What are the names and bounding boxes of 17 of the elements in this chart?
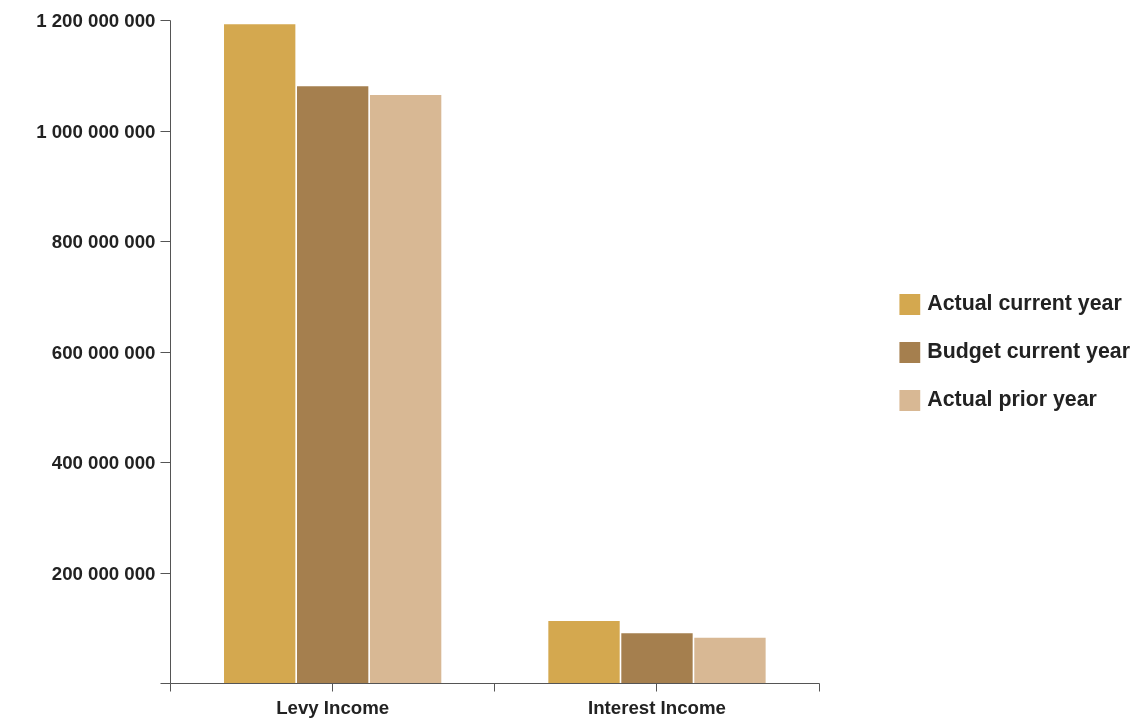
bar	[296, 86, 369, 684]
y-tick-label: 800 000 000	[51, 231, 156, 252]
bar	[224, 24, 296, 684]
legend-label: Actual prior year	[927, 387, 1097, 412]
bar	[369, 95, 442, 684]
x-tick-label: Levy Income	[276, 696, 390, 718]
y-tick-label: 400 000 000	[51, 452, 156, 473]
legend-label: Actual current year	[927, 291, 1122, 316]
bar	[621, 633, 693, 684]
y-tick-label: 200 000 000	[51, 562, 156, 584]
x-tick-label: Interest Income	[588, 696, 726, 718]
y-tick-label: 600 000 000	[51, 341, 156, 363]
bar	[694, 637, 766, 684]
y-tick-label: 1 000 000 000	[36, 120, 156, 142]
bar	[548, 621, 620, 684]
y-tick-label: 1 200 000 000	[36, 10, 156, 31]
legend-label: Budget current year	[927, 339, 1130, 364]
